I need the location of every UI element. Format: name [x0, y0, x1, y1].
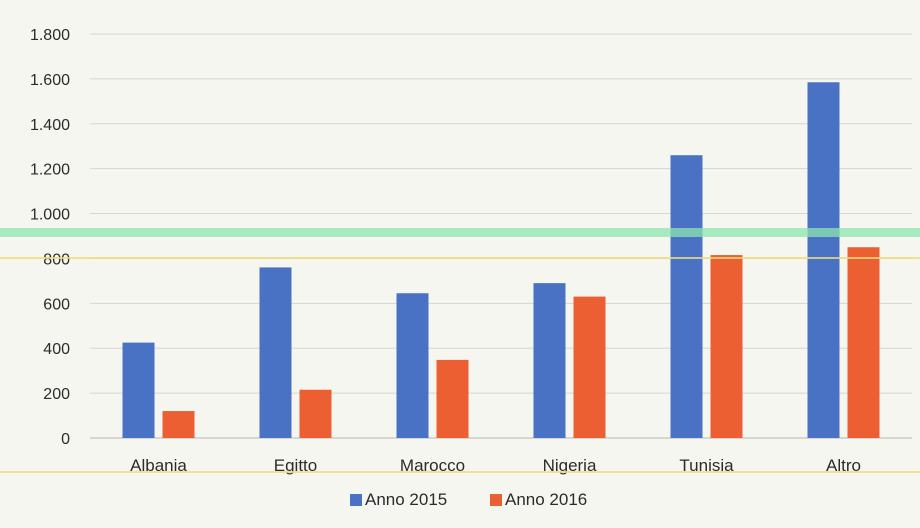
- legend-swatch: [490, 494, 502, 506]
- legend: Anno 2015 Anno 2016: [350, 490, 587, 509]
- y-tick-label: 1.000: [30, 207, 70, 224]
- bar-anno-2016-albania: [162, 411, 195, 438]
- bar-anno-2016-tunisia: [710, 255, 743, 438]
- bar-anno-2015-nigeria: [533, 283, 566, 438]
- legend-swatch: [350, 494, 362, 506]
- bar-anno-2016-altro: [847, 247, 880, 438]
- legend-label: Anno 2015: [365, 490, 447, 509]
- x-axis: Albania Egitto Marocco Nigeria Tunisia Altro: [130, 456, 861, 475]
- y-tick-label: 1.800: [30, 27, 70, 44]
- y-tick-label: 400: [43, 341, 70, 358]
- x-tick-label: Albania: [130, 456, 187, 475]
- bar-anno-2016-nigeria: [573, 296, 606, 438]
- x-tick-label: Altro: [826, 456, 861, 475]
- bar-anno-2015-tunisia: [670, 155, 703, 438]
- y-axis: 0 200 400 600 800 1.000 1.200 1.400 1.600 1.800: [30, 27, 70, 448]
- bar-anno-2015-marocco: [396, 293, 429, 438]
- bar-anno-2015-albania: [122, 342, 155, 438]
- bar-anno-2016-egitto: [299, 389, 332, 438]
- bar-anno-2015-egitto: [259, 267, 292, 438]
- y-tick-label: 200: [43, 386, 70, 403]
- y-tick-label: 1.600: [30, 72, 70, 89]
- bars: [122, 82, 880, 438]
- overlay-lines: [0, 228, 920, 473]
- y-tick-label: 0: [61, 431, 70, 448]
- grid-layer: [90, 33, 912, 439]
- x-tick-label: Nigeria: [543, 456, 597, 475]
- green-highlight-band: [0, 228, 920, 237]
- x-tick-label: Marocco: [400, 456, 465, 475]
- y-tick-label: 800: [43, 251, 70, 268]
- x-tick-label: Egitto: [274, 456, 317, 475]
- bar-anno-2015-altro: [807, 82, 840, 438]
- bar-anno-2016-marocco: [436, 359, 469, 438]
- y-tick-label: 1.200: [30, 162, 70, 179]
- y-tick-label: 1.400: [30, 117, 70, 134]
- x-tick-label: Tunisia: [679, 456, 734, 475]
- legend-label: Anno 2016: [505, 490, 587, 509]
- y-tick-label: 600: [43, 296, 70, 313]
